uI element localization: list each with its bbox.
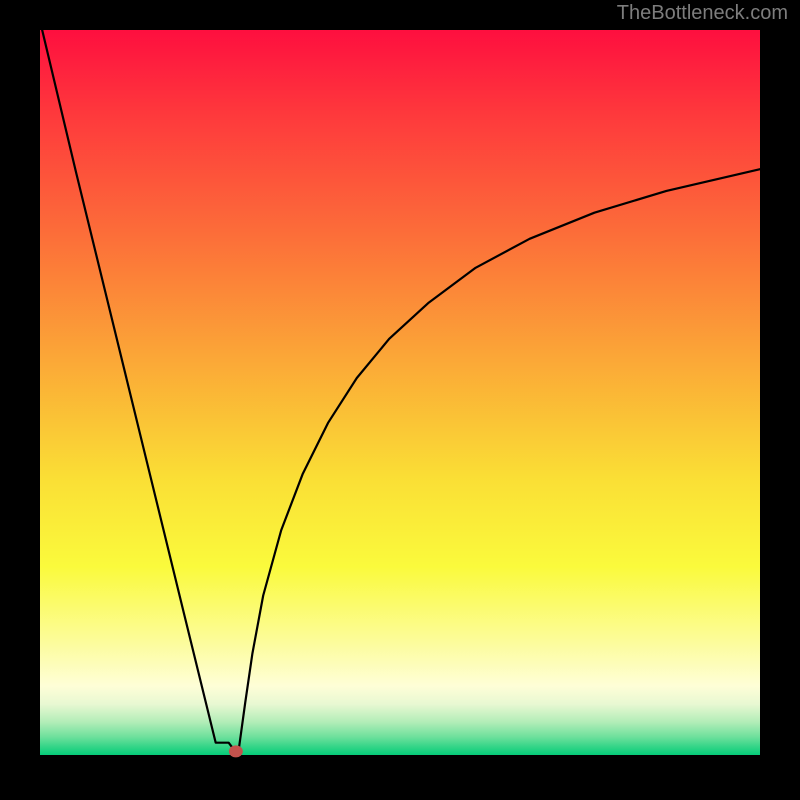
bottleneck-chart — [0, 0, 800, 800]
optimum-marker — [229, 745, 243, 757]
watermark: TheBottleneck.com — [617, 2, 788, 25]
